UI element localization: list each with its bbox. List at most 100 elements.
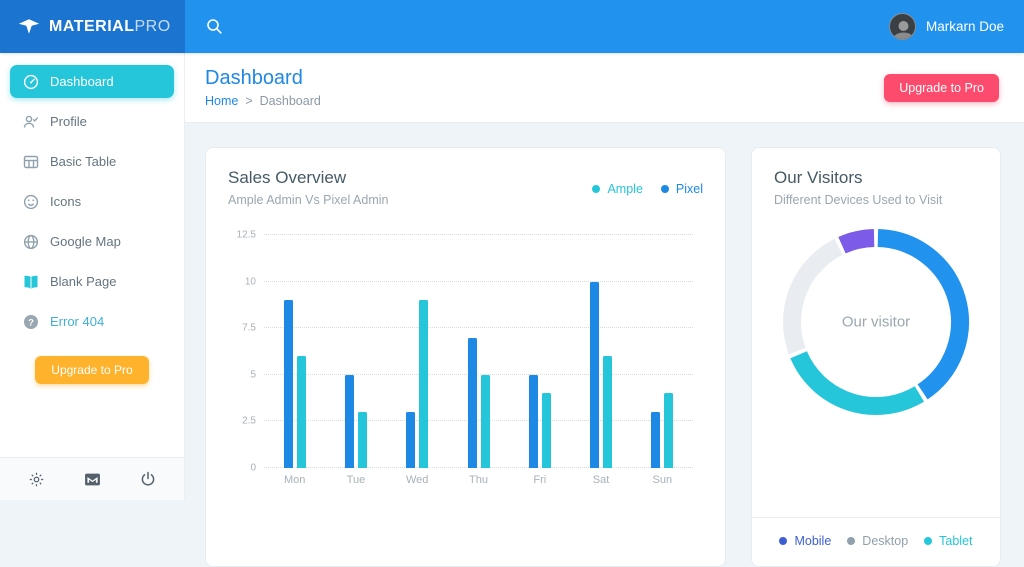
x-axis-tick: Sun	[652, 474, 673, 486]
bar-ample	[419, 300, 429, 468]
legend-label: Tablet	[939, 534, 973, 548]
visitors-legend: Mobile Desktop Tablet	[752, 517, 1000, 566]
bar-group-mon	[283, 300, 306, 468]
sales-card-title: Sales Overview	[228, 168, 347, 187]
bar-pixel	[651, 412, 661, 468]
sidebar-item-label: Blank Page	[50, 274, 117, 289]
donut-segment-mobile	[877, 229, 969, 400]
upgrade-to-pro-button[interactable]: Upgrade to Pro	[884, 73, 999, 102]
bar-pixel	[590, 281, 600, 468]
sales-card-subtitle: Ample Admin Vs Pixel Admin	[228, 193, 389, 207]
donut-segment-tablet	[790, 350, 925, 415]
user-check-icon	[22, 113, 39, 130]
sidebar-item-label: Dashboard	[50, 74, 114, 89]
page-header: Dashboard Home > Dashboard Upgrade to Pr…	[185, 53, 1024, 123]
y-axis-tick: 0	[250, 462, 256, 474]
visitors-card-subtitle: Different Devices Used to Visit	[774, 193, 943, 207]
mail-icon[interactable]	[79, 466, 105, 492]
bar-group-sun	[651, 393, 674, 468]
x-axis-tick: Mon	[283, 474, 306, 486]
user-menu[interactable]: Markarn Doe	[888, 13, 1004, 40]
breadcrumb-current: Dashboard	[259, 94, 321, 108]
sidebar-item-label: Profile	[50, 114, 87, 129]
sidebar-item-icons[interactable]: Icons	[10, 185, 174, 218]
legend-label: Desktop	[862, 534, 909, 548]
visitors-donut-chart: Our visitor	[781, 227, 971, 417]
legend-item-mobile[interactable]: Mobile	[779, 534, 831, 548]
y-axis-tick: 10	[244, 276, 256, 288]
sidebar-item-label: Basic Table	[50, 154, 117, 169]
bar-ample	[541, 393, 551, 468]
x-axis-tick: Tue	[346, 474, 366, 486]
breadcrumb-separator: >	[245, 94, 253, 108]
bar-pixel	[344, 374, 354, 468]
sidebar-item-label: Icons	[50, 194, 82, 209]
y-axis-tick: 2.5	[242, 415, 256, 427]
brand[interactable]: MATERIALPRO	[0, 0, 185, 53]
brand-name: MATERIALPRO	[49, 17, 171, 35]
legend-label: Pixel	[675, 182, 703, 196]
breadcrumb: Home > Dashboard	[205, 94, 321, 108]
sidebar-item-basic-table[interactable]: Basic Table	[10, 145, 174, 178]
sidebar-item-blank-page[interactable]: Blank Page	[10, 265, 174, 298]
book-icon	[22, 273, 39, 290]
y-axis-tick: 12.5	[236, 229, 256, 241]
donut-segment-desktop	[783, 238, 843, 355]
user-name: Markarn Doe	[925, 19, 1004, 34]
bar-ample	[480, 374, 490, 468]
visitors-card-title: Our Visitors	[774, 168, 863, 187]
speedometer-icon	[22, 73, 39, 90]
legend-dot	[779, 537, 788, 545]
sidebar-footer	[0, 457, 184, 500]
x-axis-tick: Thu	[469, 474, 488, 486]
topbar: MATERIALPRO Markarn Doe	[0, 0, 1024, 53]
donut-center-label: Our visitor	[841, 313, 911, 331]
bar-group-tue	[344, 374, 367, 468]
sidebar-item-label: Error 404	[50, 314, 105, 329]
sidebar-upgrade-button[interactable]: Upgrade to Pro	[35, 356, 149, 384]
legend-label: Ample	[607, 182, 643, 196]
legend-dot	[660, 185, 669, 193]
power-icon[interactable]	[135, 466, 161, 492]
legend-item-tablet[interactable]: Tablet	[924, 534, 973, 548]
bar-ample	[357, 412, 367, 468]
legend-dot	[924, 537, 933, 545]
bar-pixel	[283, 300, 293, 468]
topbar-actions: Markarn Doe	[185, 0, 1024, 53]
bar-ample	[296, 356, 306, 468]
smiley-icon	[22, 193, 39, 210]
globe-icon	[22, 233, 39, 250]
our-visitors-card: Our Visitors Different Devices Used to V…	[751, 147, 1001, 567]
x-axis-tick: Sat	[592, 474, 610, 486]
y-axis-tick: 7.5	[242, 322, 256, 334]
sidebar-item-label: Google Map	[50, 234, 121, 249]
donut-segment-other	[838, 229, 875, 254]
legend-item-pixel[interactable]: Pixel	[660, 171, 703, 207]
bar-group-fri	[528, 374, 551, 468]
bar-pixel	[406, 412, 416, 468]
gear-icon[interactable]	[23, 466, 49, 492]
page-title: Dashboard	[205, 67, 303, 89]
sidebar-item-google-map[interactable]: Google Map	[10, 225, 174, 258]
sales-overview-card: Sales Overview Ample Admin Vs Pixel Admi…	[205, 147, 726, 567]
bar-ample	[664, 393, 674, 468]
legend-label: Mobile	[794, 534, 832, 548]
sales-legend: Ample Pixel	[592, 168, 703, 207]
x-axis-tick: Wed	[405, 474, 429, 486]
search-icon[interactable]	[197, 10, 231, 44]
bar-group-thu	[467, 337, 490, 468]
bar-pixel	[528, 374, 538, 468]
sales-bar-chart: 0 2.5 5 7.5 10 12.5 Mon Tue Wed Thu Fri Sat Sun	[228, 229, 703, 499]
legend-item-desktop[interactable]: Desktop	[847, 534, 908, 548]
legend-item-ample[interactable]: Ample	[592, 171, 643, 207]
sidebar-item-dashboard[interactable]: Dashboard	[10, 65, 174, 98]
sidebar-nav: Dashboard Profile Basic Table	[0, 53, 184, 384]
bar-pixel	[467, 337, 477, 468]
sidebar-item-profile[interactable]: Profile	[10, 105, 174, 138]
breadcrumb-home[interactable]: Home	[205, 94, 239, 108]
y-axis-tick: 5	[250, 369, 256, 381]
x-axis-tick: Fri	[533, 474, 547, 486]
table-icon	[22, 153, 39, 170]
question-circle-icon: ?	[22, 313, 39, 330]
sidebar-item-error-404[interactable]: ? Error 404	[10, 305, 174, 338]
